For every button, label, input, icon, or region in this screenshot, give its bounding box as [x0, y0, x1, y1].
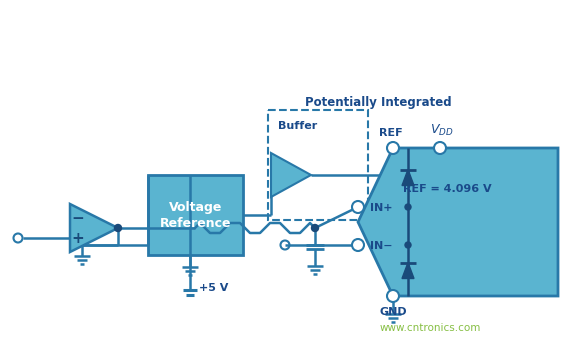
Text: Voltage: Voltage — [169, 200, 222, 214]
Polygon shape — [402, 263, 414, 278]
Polygon shape — [271, 153, 311, 197]
Text: www.cntronics.com: www.cntronics.com — [379, 323, 481, 333]
Text: $V_{DD}$: $V_{DD}$ — [430, 123, 454, 138]
Circle shape — [312, 225, 319, 231]
Polygon shape — [70, 204, 118, 252]
Circle shape — [352, 201, 364, 213]
Circle shape — [405, 204, 411, 210]
Text: GND: GND — [379, 307, 407, 317]
Text: IN+: IN+ — [370, 203, 393, 213]
Text: Reference: Reference — [160, 217, 231, 229]
Text: REF: REF — [379, 128, 403, 138]
Circle shape — [434, 142, 446, 154]
Polygon shape — [402, 169, 414, 186]
Polygon shape — [358, 148, 558, 296]
Circle shape — [405, 242, 411, 248]
Text: IN−: IN− — [370, 241, 393, 251]
Text: REF = 4.096 V: REF = 4.096 V — [403, 184, 492, 194]
Circle shape — [387, 290, 399, 302]
Text: +5 V: +5 V — [199, 283, 229, 293]
Circle shape — [352, 239, 364, 251]
Circle shape — [387, 142, 399, 154]
Text: Potentially Integrated: Potentially Integrated — [305, 96, 452, 108]
Bar — [148, 175, 243, 255]
Text: +: + — [72, 230, 84, 246]
Bar — [268, 110, 368, 220]
Text: Buffer: Buffer — [278, 121, 317, 131]
Circle shape — [115, 225, 121, 231]
Text: −: − — [72, 210, 84, 226]
